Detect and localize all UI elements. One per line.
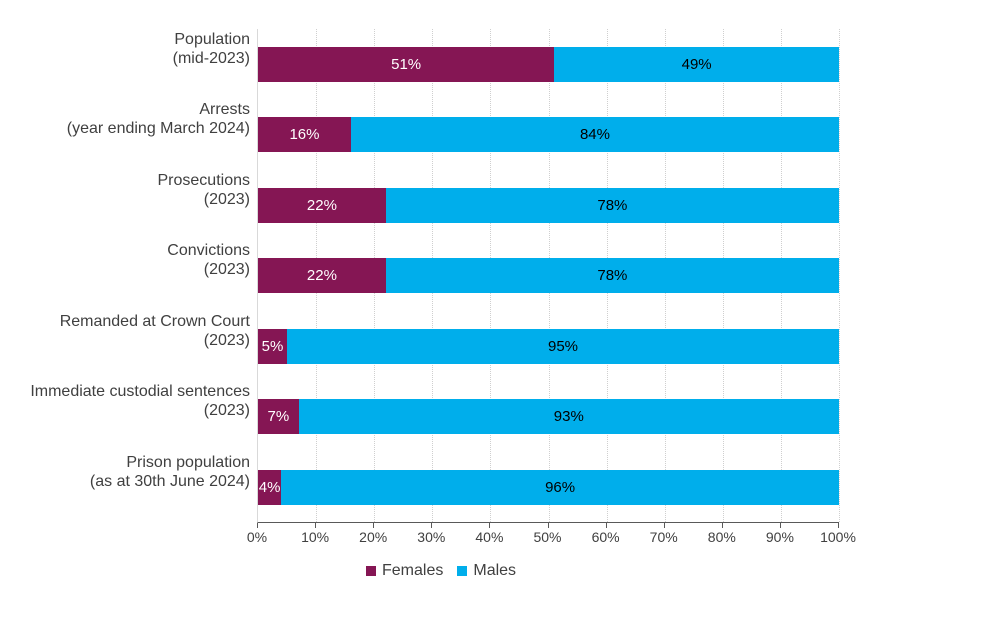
- x-tick-label: 90%: [765, 529, 794, 545]
- bar-segment-females-row3: 22%: [258, 187, 386, 223]
- x-tick-mark: [489, 523, 491, 528]
- category-label-line: (2023): [203, 331, 250, 349]
- category-label-line: Population: [174, 31, 250, 48]
- category-label-row1: Population (mid-2023): [0, 30, 250, 68]
- x-tick-mark: [315, 523, 317, 528]
- bar-segment-males-row3: 78%: [385, 187, 839, 223]
- bar-segment-males-row5: 95%: [287, 328, 839, 364]
- gridline-100%: [839, 29, 840, 522]
- bar-segment-females-row5: 5%: [258, 328, 288, 364]
- x-tick-label: 20%: [359, 529, 388, 545]
- legend-swatch-males-icon: [457, 566, 468, 576]
- bar-segment-females-row2: 16%: [258, 117, 351, 153]
- plot-area: 51% 49% 16% 84% 22% 78% 22% 78% 5% 95% 7% 93% 4% 96%: [257, 29, 840, 523]
- bar-value-label: 84%: [579, 126, 610, 144]
- bar-segment-females-row6: 7%: [258, 399, 299, 435]
- category-label-row6: Immediate custodial sentences (2023): [0, 382, 250, 420]
- bar-value-label: 16%: [289, 126, 320, 144]
- bar-value-label: 95%: [548, 337, 579, 355]
- x-tick-label: 80%: [707, 529, 736, 545]
- bar-value-label: 49%: [681, 56, 712, 73]
- legend: Females Males: [366, 561, 516, 581]
- bar-segment-males-row7: 96%: [281, 469, 839, 505]
- x-tick-mark: [257, 523, 258, 528]
- x-tick-mark: [431, 523, 433, 528]
- x-tick-label: 0%: [246, 529, 268, 545]
- category-label-line: (2023): [203, 190, 250, 208]
- bar-segment-males-row4: 78%: [385, 258, 839, 294]
- category-label-line: (mid-2023): [172, 50, 250, 67]
- bar-segment-males-row2: 84%: [350, 117, 839, 153]
- x-tick-mark: [838, 523, 839, 528]
- category-label-line: Immediate custodial sentences: [30, 383, 250, 401]
- bar-segment-females-row4: 22%: [258, 258, 386, 294]
- bar-value-label: 93%: [553, 408, 584, 426]
- x-tick-mark: [779, 523, 781, 528]
- x-tick-label: 10%: [301, 529, 330, 545]
- bar-value-label: 96%: [545, 478, 576, 496]
- bar-value-label: 7%: [267, 408, 290, 426]
- bar-segment-males-row6: 93%: [298, 399, 839, 435]
- category-label-line: (2023): [203, 402, 250, 420]
- x-tick-label: 50%: [533, 529, 562, 545]
- x-tick-label: 40%: [475, 529, 504, 545]
- bar-segment-females-row7: 4%: [258, 469, 282, 505]
- category-label-line: Arrests: [199, 101, 250, 119]
- category-label-row4: Convictions (2023): [0, 241, 250, 279]
- x-tick-label: 70%: [649, 529, 678, 545]
- bar-segment-females-row1: 51%: [258, 47, 555, 82]
- category-label-row7: Prison population (as at 30th June 2024): [0, 453, 250, 491]
- bar-segment-males-row1: 49%: [554, 47, 839, 82]
- x-tick-mark: [605, 523, 607, 528]
- legend-item-males: Males: [457, 563, 516, 579]
- x-tick-mark: [547, 523, 549, 528]
- category-label-line: Convictions: [167, 242, 250, 260]
- x-tick-mark: [721, 523, 723, 528]
- bar-value-label: 51%: [391, 56, 422, 73]
- category-label-line: (as at 30th June 2024): [89, 472, 250, 490]
- bar-value-label: 22%: [306, 267, 337, 285]
- x-tick-mark: [663, 523, 665, 528]
- category-label-row5: Remanded at Crown Court (2023): [0, 312, 250, 350]
- x-tick-mark: [373, 523, 375, 528]
- x-tick-label: 60%: [591, 529, 620, 545]
- category-label-row2: Arrests (year ending March 2024): [0, 100, 250, 138]
- category-label-line: Prison population: [126, 453, 250, 471]
- bar-value-label: 5%: [261, 337, 284, 355]
- category-label-line: (2023): [203, 261, 250, 279]
- bar-value-label: 22%: [306, 196, 337, 214]
- bar-value-label: 4%: [258, 478, 281, 496]
- x-tick-label: 100%: [820, 529, 856, 545]
- bar-value-label: 78%: [597, 196, 628, 214]
- category-label-line: (year ending March 2024): [66, 120, 250, 138]
- bar-value-label: 78%: [597, 267, 628, 285]
- category-label-row3: Prosecutions (2023): [0, 171, 251, 209]
- category-label-line: Prosecutions: [157, 171, 251, 189]
- legend-label-males: Males: [473, 562, 517, 579]
- legend-swatch-females-icon: [366, 566, 376, 576]
- legend-label-females: Females: [382, 562, 444, 579]
- category-label-line: Remanded at Crown Court: [59, 312, 250, 330]
- category-axis: Population (mid-2023) Arrests (year ending …: [0, 29, 250, 522]
- legend-item-females: Females: [366, 563, 443, 579]
- x-tick-label: 30%: [417, 529, 446, 545]
